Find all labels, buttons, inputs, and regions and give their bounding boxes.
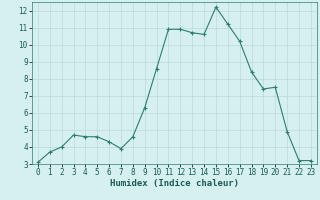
X-axis label: Humidex (Indice chaleur): Humidex (Indice chaleur) xyxy=(110,179,239,188)
